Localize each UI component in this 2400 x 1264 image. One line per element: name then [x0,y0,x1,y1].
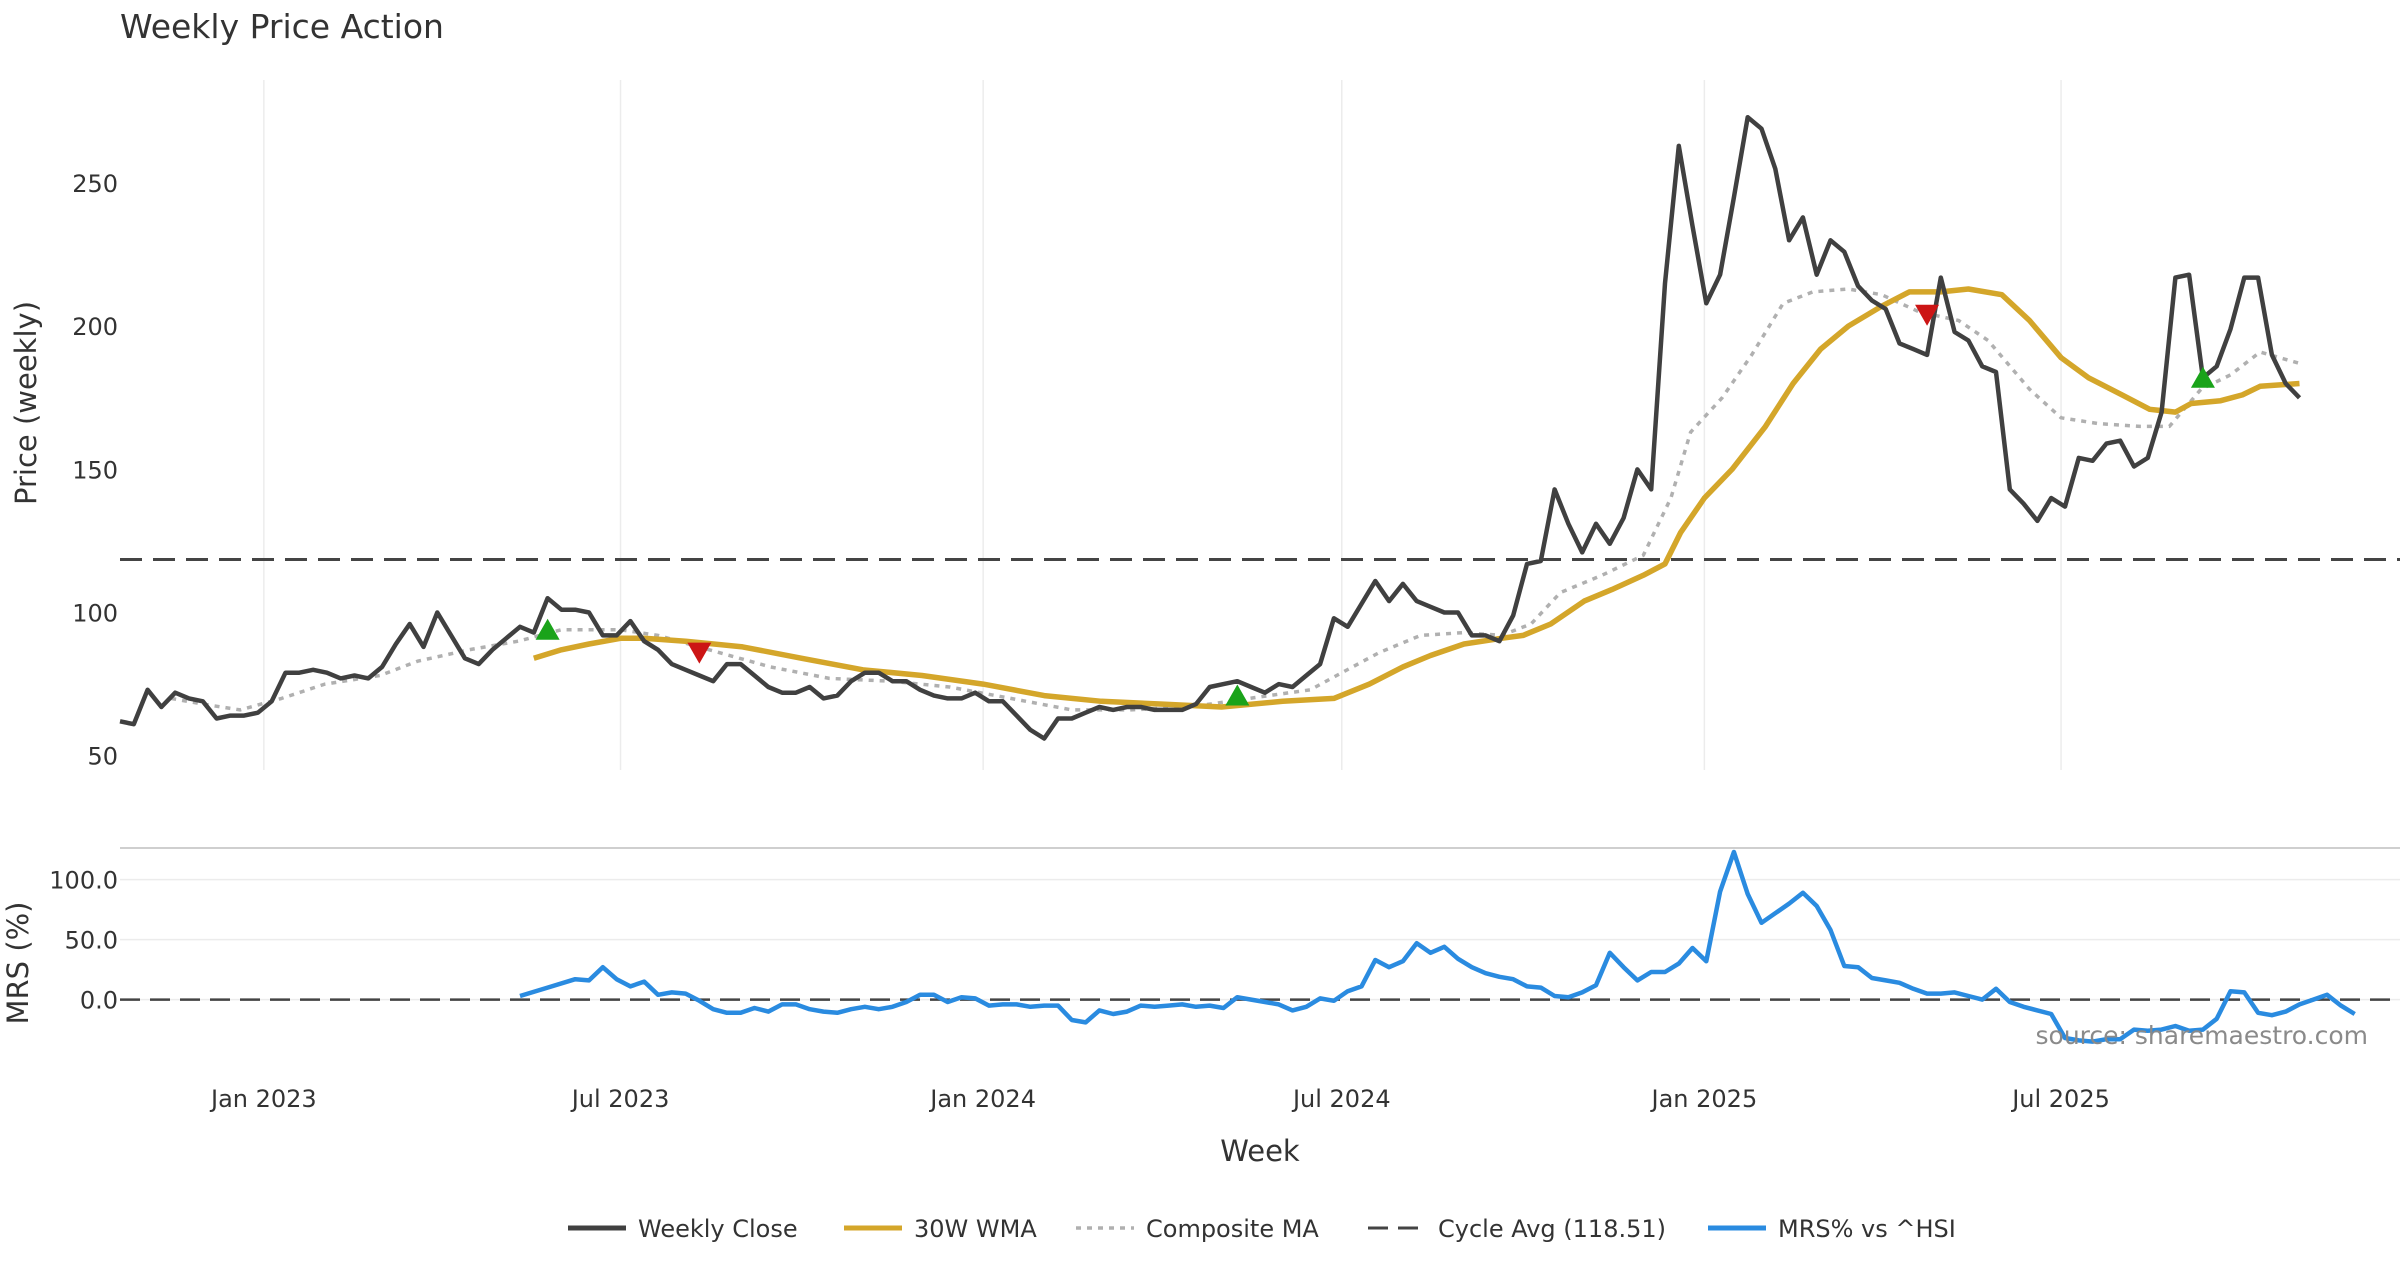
price-y-tick-label: 250 [72,170,118,198]
legend-label: MRS% vs ^HSI [1778,1215,1956,1243]
wma-30w-line [532,286,2300,710]
legend-item: Weekly Close [568,1215,798,1243]
x-tick-label: Jan 2023 [209,1085,317,1113]
mrs-y-tick-label: 50.0 [65,927,118,955]
sell-signal-marker [687,642,712,664]
price-y-axis: 50 100 150 200 250 [72,170,118,771]
chart-title: Weekly Price Action [120,7,444,46]
legend-label: 30W WMA [914,1215,1037,1243]
sell-signal-marker [1915,304,1940,326]
signal-markers [535,304,2215,706]
legend-item: Composite MA [1076,1215,1319,1243]
mrs-series [519,849,2356,1044]
legend-item: MRS% vs ^HSI [1708,1215,1956,1243]
price-y-tick-label: 50 [87,743,118,771]
x-tick-label: Jan 2025 [1650,1085,1758,1113]
mrs-grid [120,878,2400,1001]
composite-ma-line [170,287,2300,712]
x-axis: Jan 2023 Jul 2023 Jan 2024 Jul 2024 Jan 2025… [209,1085,2110,1113]
legend-label: Cycle Avg (118.51) [1438,1215,1666,1243]
x-tick-label: Jul 2025 [2010,1085,2110,1113]
buy-signal-marker [535,618,560,640]
price-series [119,114,2302,741]
price-y-tick-label: 150 [72,456,118,484]
x-axis-label: Week [1220,1134,1300,1168]
mrs-y-tick-label: 100.0 [49,867,118,895]
legend-item: Cycle Avg (118.51) [1368,1215,1666,1243]
price-y-axis-label: Price (weekly) [9,301,43,505]
x-tick-label: Jan 2024 [928,1085,1036,1113]
source-watermark: source: sharemaestro.com [2036,1021,2369,1050]
mrs-line [519,849,2356,1044]
price-y-tick-label: 100 [72,600,118,628]
price-grid [263,80,2062,770]
mrs-y-axis-label: MRS (%) [1,902,35,1025]
x-tick-label: Jul 2023 [570,1085,670,1113]
mrs-y-tick-label: 0.0 [80,987,118,1015]
weekly-close-line [119,114,2302,741]
buy-signal-marker [1225,684,1250,706]
legend-label: Weekly Close [638,1215,798,1243]
mrs-y-axis: 0.0 50.0 100.0 [49,867,118,1015]
legend-item: 30W WMA [844,1215,1037,1243]
price-y-tick-label: 200 [72,313,118,341]
legend-label: Composite MA [1146,1215,1319,1243]
legend: Weekly Close 30W WMA Composite MA Cycle Avg… [568,1215,1956,1243]
x-tick-label: Jul 2024 [1291,1085,1391,1113]
buy-signal-marker [2190,366,2215,388]
